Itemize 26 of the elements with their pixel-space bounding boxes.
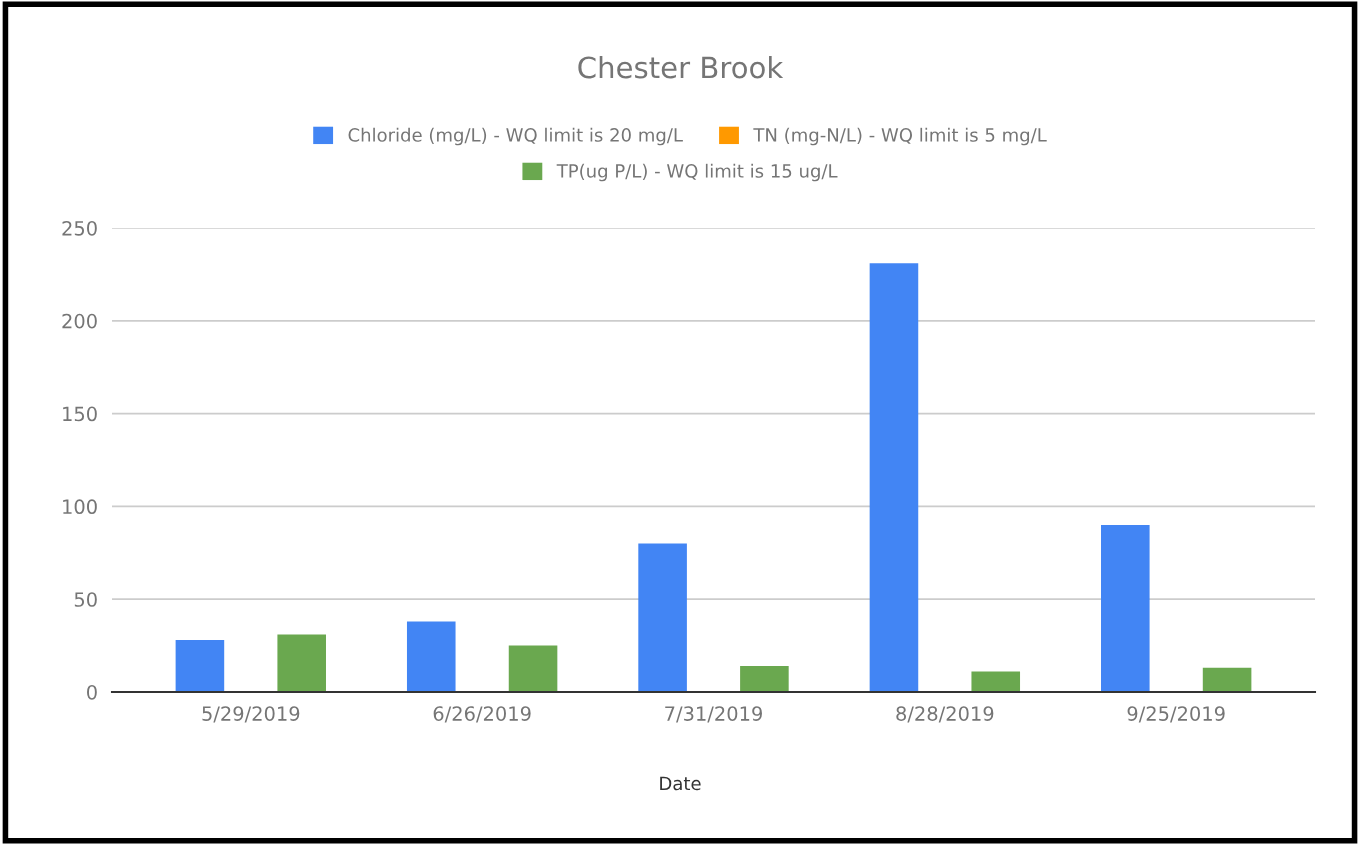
bar bbox=[638, 543, 687, 692]
legend-label: TN (mg-N/L) - WQ limit is 5 mg/L bbox=[753, 127, 1047, 146]
x-tick-label: 9/25/2019 bbox=[1127, 706, 1225, 723]
y-tick-label: 250 bbox=[62, 220, 97, 236]
bar bbox=[1101, 524, 1150, 692]
x-axis-title: Date bbox=[660, 776, 701, 791]
bar bbox=[1202, 667, 1252, 692]
y-tick-label: 150 bbox=[63, 406, 97, 422]
bar bbox=[406, 621, 456, 692]
y-tick-label: 200 bbox=[62, 313, 97, 329]
bar bbox=[869, 263, 919, 692]
bar bbox=[508, 645, 558, 692]
y-tick-label: 0 bbox=[87, 684, 97, 700]
bar bbox=[175, 640, 225, 692]
x-tick-label: 7/31/2019 bbox=[665, 706, 762, 723]
bar bbox=[277, 634, 326, 692]
bar bbox=[740, 666, 789, 692]
legend-label: TP(ug P/L) - WQ limit is 15 ug/L bbox=[556, 163, 838, 182]
x-tick-label: 8/28/2019 bbox=[896, 706, 994, 723]
x-tick-label: 5/29/2019 bbox=[202, 706, 300, 723]
chart-title: Chester Brook bbox=[578, 55, 784, 79]
y-tick-label: 50 bbox=[74, 592, 97, 607]
legend-label: Chloride (mg/L) - WQ limit is 20 mg/L bbox=[348, 127, 683, 146]
bar bbox=[971, 671, 1021, 692]
y-tick-label: 100 bbox=[63, 499, 97, 515]
x-tick-label: 6/26/2019 bbox=[433, 706, 531, 723]
